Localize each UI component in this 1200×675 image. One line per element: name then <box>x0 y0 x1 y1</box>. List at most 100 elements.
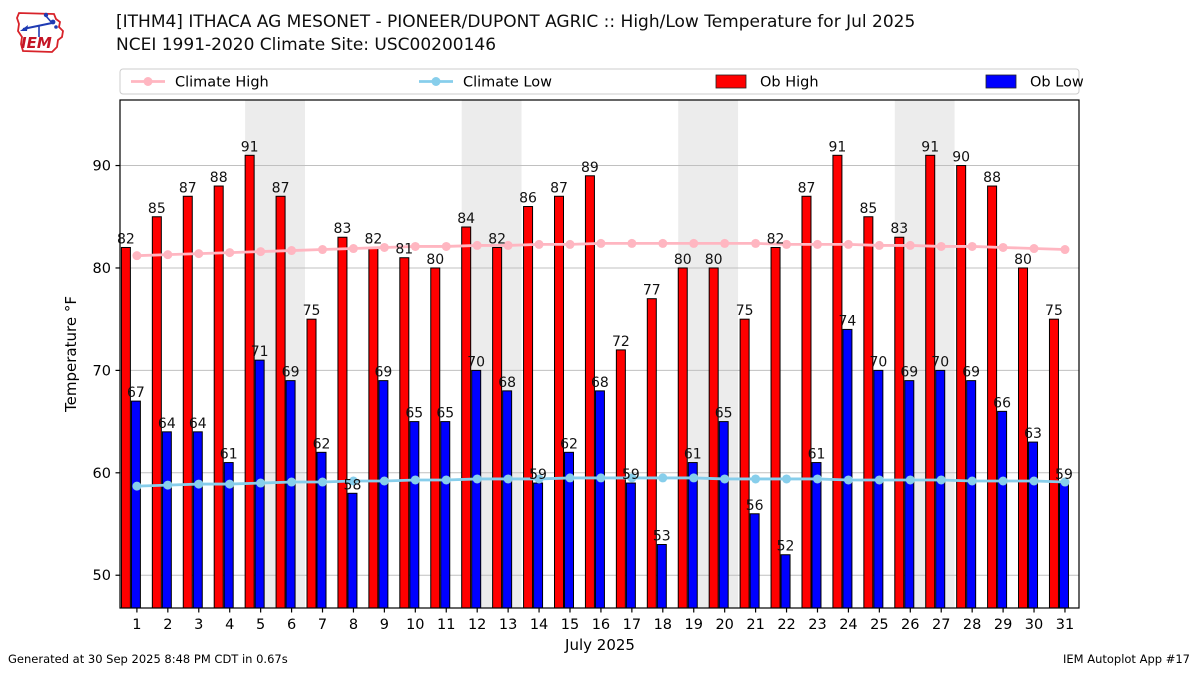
climate-high-marker-day-29 <box>998 242 1008 252</box>
y-tick-label-80: 80 <box>93 261 111 277</box>
climate-low-marker-day-21 <box>751 474 761 484</box>
x-tick-label-6: 6 <box>287 617 296 633</box>
ob-low-label-day-18: 53 <box>653 529 671 545</box>
ob-high-label-day-1: 82 <box>117 231 135 247</box>
ob-low-label-day-14: 59 <box>529 467 547 483</box>
ob-low-label-day-9: 69 <box>374 365 392 381</box>
x-tick-label-7: 7 <box>318 617 327 633</box>
ob-low-label-day-15: 62 <box>560 436 578 452</box>
climate-high-marker-day-18 <box>658 238 668 248</box>
climate-low-marker-day-24 <box>843 475 853 485</box>
climate-low-marker-day-18 <box>658 473 668 483</box>
ob-high-bar-day-16 <box>584 175 595 609</box>
ob-low-bar-day-24 <box>842 328 853 609</box>
ob-low-bar-day-31 <box>1058 482 1069 609</box>
app-credit: IEM Autoplot App #17 <box>1062 652 1190 666</box>
legend-label-ob-high: Ob High <box>760 75 819 91</box>
climate-low-marker-day-3 <box>194 479 204 489</box>
ob-high-label-day-28: 90 <box>952 150 970 166</box>
title-line-2: NCEI 1991-2020 Climate Site: USC00200146 <box>116 35 497 55</box>
climate-high-marker-day-5 <box>256 247 266 257</box>
climate-high-marker-day-13 <box>503 240 513 250</box>
climate-low-marker-day-4 <box>225 479 235 489</box>
y-tick-label-50: 50 <box>93 568 111 584</box>
climate-low-marker-day-27 <box>936 475 946 485</box>
legend-symbol-ob-low <box>985 74 1017 89</box>
ob-low-bar-day-20 <box>718 421 729 609</box>
ob-low-label-day-4: 61 <box>220 447 238 463</box>
ob-low-label-day-30: 63 <box>1024 426 1042 442</box>
ob-low-label-day-12: 70 <box>467 354 485 370</box>
ob-low-bar-day-1 <box>130 400 141 609</box>
climate-high-marker-day-22 <box>782 239 792 249</box>
ob-high-label-day-23: 87 <box>798 180 816 196</box>
ob-high-bar-day-5 <box>244 154 255 609</box>
ob-high-label-day-2: 85 <box>148 201 166 217</box>
climate-low-marker-day-11 <box>441 475 451 485</box>
ob-high-label-day-7: 75 <box>303 303 321 319</box>
ob-high-bar-day-19 <box>677 267 688 609</box>
y-tick-label-90: 90 <box>93 159 111 175</box>
ob-high-label-day-25: 85 <box>859 201 877 217</box>
ob-low-label-day-28: 69 <box>962 365 980 381</box>
x-tick-label-24: 24 <box>839 617 857 633</box>
ob-high-bar-day-7 <box>306 318 317 609</box>
climate-high-marker-day-11 <box>441 241 451 251</box>
x-tick-label-15: 15 <box>561 617 579 633</box>
x-tick-label-13: 13 <box>499 617 517 633</box>
ob-low-label-day-10: 65 <box>405 406 423 422</box>
ob-low-label-day-17: 59 <box>622 467 640 483</box>
ob-high-bar-day-6 <box>275 195 286 609</box>
ob-low-bar-day-28 <box>966 380 977 609</box>
climate-low-marker-day-28 <box>967 476 977 486</box>
ob-low-label-day-26: 69 <box>900 365 918 381</box>
climate-low-marker-day-31 <box>1060 477 1070 487</box>
iem-logo: IEM <box>16 12 64 53</box>
climate-high-marker-day-12 <box>472 240 482 250</box>
chart-title: [ITHM4] ITHACA AG MESONET - PIONEER/DUPO… <box>116 11 915 57</box>
climate-low-marker-day-6 <box>287 477 297 487</box>
ob-high-bar-day-13 <box>492 246 503 609</box>
ob-high-label-day-26: 83 <box>890 221 908 237</box>
x-tick-label-3: 3 <box>194 617 203 633</box>
ob-low-label-day-13: 68 <box>498 375 516 391</box>
climate-low-marker-day-9 <box>379 476 389 486</box>
climate-high-marker-day-27 <box>936 241 946 251</box>
ob-high-bar-day-3 <box>182 195 193 609</box>
ob-high-bar-day-14 <box>523 206 534 609</box>
ob-high-label-day-24: 91 <box>829 139 847 155</box>
x-tick-label-29: 29 <box>994 617 1012 633</box>
ob-high-label-day-13: 82 <box>488 231 506 247</box>
x-tick-label-10: 10 <box>406 617 424 633</box>
x-tick-label-17: 17 <box>623 617 641 633</box>
ob-high-label-day-16: 89 <box>581 160 599 176</box>
climate-low-marker-day-16 <box>596 473 606 483</box>
ob-high-label-day-29: 88 <box>983 170 1001 186</box>
ob-low-label-day-8: 58 <box>344 477 362 493</box>
x-tick-label-26: 26 <box>901 617 919 633</box>
ob-high-label-day-27: 91 <box>921 139 939 155</box>
ob-high-bar-day-21 <box>739 318 750 609</box>
climate-high-marker-day-16 <box>596 238 606 248</box>
climate-high-marker-day-4 <box>225 248 235 258</box>
ob-high-bar-day-4 <box>213 185 224 609</box>
ob-high-bar-day-24 <box>832 154 843 609</box>
ob-high-bar-day-26 <box>894 236 905 609</box>
ob-high-bar-day-11 <box>430 267 441 609</box>
ob-high-label-day-9: 82 <box>364 231 382 247</box>
legend-symbol-ob-high <box>715 74 747 89</box>
x-tick-label-2: 2 <box>163 617 172 633</box>
ob-low-label-day-7: 62 <box>313 436 331 452</box>
x-tick-label-4: 4 <box>225 617 234 633</box>
x-tick-label-28: 28 <box>963 617 981 633</box>
x-tick-label-27: 27 <box>932 617 950 633</box>
y-axis-label: Temperature °F <box>62 296 80 412</box>
x-tick-label-5: 5 <box>256 617 265 633</box>
climate-low-marker-day-14 <box>534 474 544 484</box>
climate-low-marker-day-8 <box>348 476 358 486</box>
ob-high-bar-day-9 <box>368 246 379 609</box>
ob-high-bar-day-8 <box>337 236 348 609</box>
climate-high-marker-day-2 <box>163 250 173 260</box>
legend-marker-climate-low <box>431 77 441 86</box>
x-tick-label-20: 20 <box>715 617 733 633</box>
